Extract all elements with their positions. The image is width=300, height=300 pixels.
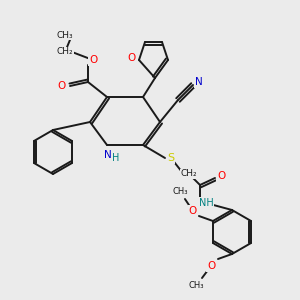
Text: CH₂: CH₂ <box>57 47 73 56</box>
Text: S: S <box>167 153 175 163</box>
Text: CH₂: CH₂ <box>181 169 197 178</box>
Text: O: O <box>217 171 225 181</box>
Text: H: H <box>112 153 120 163</box>
Text: O: O <box>189 206 197 216</box>
Text: N: N <box>195 77 203 87</box>
Text: O: O <box>207 261 215 271</box>
Text: CH₃: CH₃ <box>57 31 73 40</box>
Text: CH₃: CH₃ <box>172 188 188 196</box>
Text: O: O <box>89 55 97 65</box>
Text: O: O <box>128 53 136 63</box>
Text: N: N <box>104 150 112 160</box>
Text: O: O <box>58 81 66 91</box>
Text: CH₃: CH₃ <box>188 281 204 290</box>
Text: NH: NH <box>199 198 213 208</box>
